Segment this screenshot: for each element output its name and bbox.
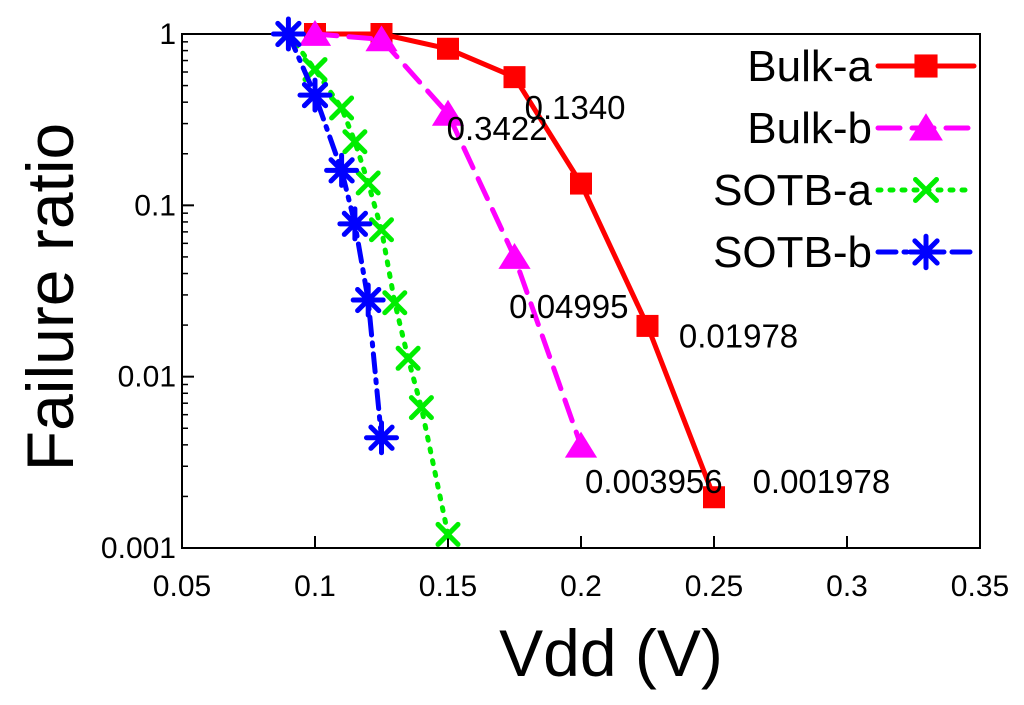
square-marker-shape (703, 486, 725, 509)
triangle-marker-shape (564, 431, 598, 458)
series-bulk-b (298, 20, 598, 458)
data-point (408, 395, 434, 421)
y-tick-label: 0.01 (118, 361, 176, 394)
data-point (435, 521, 461, 547)
data-point (431, 99, 465, 126)
star-marker-stroke (275, 20, 302, 48)
star-marker-stroke (328, 157, 355, 184)
legend-marker (914, 54, 938, 78)
x-marker-stroke (395, 345, 421, 371)
value-annotation: 0.003956 (585, 463, 723, 500)
data-point (369, 217, 394, 243)
legend-label: SOTB-b (713, 228, 872, 277)
star-marker-stroke (368, 424, 395, 451)
value-annotation: 0.1340 (525, 89, 626, 126)
series-line (312, 31, 584, 449)
data-point (498, 242, 531, 269)
x-marker-stroke (329, 95, 355, 121)
series-line (285, 31, 384, 441)
triangle-marker-shape (431, 99, 465, 126)
triangle-marker-shape (498, 242, 531, 269)
series-sotb-b (270, 16, 399, 456)
x-tick-label: 0.15 (419, 570, 477, 603)
star-marker-stroke (355, 286, 382, 314)
legend: Bulk-a Bulk-b SOTB-a SOTB-b (713, 42, 977, 277)
y-tick-label: 0.1 (134, 189, 176, 222)
y-tick-label: 1 (159, 18, 176, 51)
star-marker-stroke (912, 238, 940, 266)
x-marker-stroke (355, 170, 381, 196)
square-marker-shape (914, 54, 938, 78)
value-annotation: 0.04995 (509, 288, 628, 325)
legend-marker (909, 113, 943, 141)
triangle-marker-shape (298, 20, 332, 46)
x-marker-stroke (435, 521, 461, 547)
data-point (395, 345, 421, 371)
value-annotation: 0.01978 (679, 317, 798, 354)
value-annotation: 0.3422 (447, 110, 548, 147)
legend-marker (907, 233, 945, 271)
legend-item: SOTB-b (713, 228, 977, 277)
data-point (337, 206, 373, 242)
x-marker-stroke (369, 217, 394, 243)
data-point (703, 486, 725, 509)
y-tick-label: 0.001 (101, 532, 176, 565)
x-tick-label: 0.1 (294, 570, 336, 603)
legend-item: Bulk-b (747, 104, 977, 153)
data-point (382, 290, 408, 316)
square-marker-shape (570, 172, 592, 195)
value-annotation: 0.001978 (753, 463, 891, 500)
data-point (297, 77, 333, 113)
x-marker-stroke (342, 129, 368, 155)
legend-label: Bulk-a (747, 42, 872, 91)
data-point (270, 16, 306, 52)
star-marker-stroke (301, 81, 329, 109)
data-point (350, 282, 386, 318)
series-layer (270, 16, 725, 547)
x-tick-label: 0.05 (153, 570, 211, 603)
legend-item: SOTB-a (713, 166, 977, 215)
star-marker-stroke (341, 210, 369, 237)
triangle-marker-shape (365, 25, 398, 52)
x-tick-label: 0.35 (951, 570, 1009, 603)
data-point (503, 66, 526, 89)
data-point (636, 314, 659, 337)
data-point (324, 152, 360, 188)
data-point (564, 431, 598, 458)
data-point (355, 170, 381, 196)
data-point (329, 95, 355, 121)
data-point (298, 20, 332, 46)
axes: 1 0.1 0.01 0.001 0.05 0.1 0.15 0.2 0.25 0.3 0.35 Vd… (13, 18, 1009, 690)
data-point (365, 25, 398, 52)
legend-label: Bulk-b (747, 104, 872, 153)
x-marker-stroke (382, 290, 408, 316)
triangle-marker-shape (909, 113, 943, 141)
x-tick-label: 0.25 (685, 570, 743, 603)
square-marker-shape (437, 37, 459, 60)
x-tick-label: 0.2 (560, 570, 602, 603)
legend-marker (913, 177, 939, 203)
data-point (364, 420, 399, 456)
legend-item: Bulk-a (747, 42, 977, 91)
series-line (285, 31, 451, 537)
square-marker-shape (636, 314, 659, 337)
x-marker-stroke (913, 177, 939, 203)
square-marker-shape (503, 66, 526, 89)
legend-label: SOTB-a (713, 166, 872, 215)
data-point (342, 129, 368, 155)
data-point (437, 37, 459, 60)
x-marker-stroke (408, 395, 434, 421)
x-tick-label: 0.3 (826, 570, 868, 603)
y-axis-title: Failure ratio (13, 123, 87, 471)
data-point (570, 172, 592, 195)
x-axis-title: Vdd (V) (499, 616, 723, 690)
